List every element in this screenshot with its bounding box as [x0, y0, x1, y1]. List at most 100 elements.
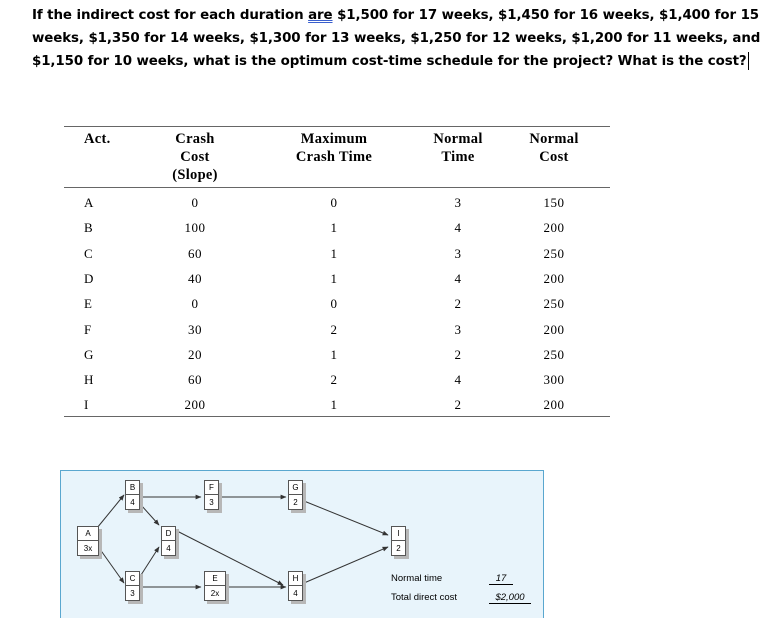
table-cell-normal-cost: 200 — [543, 321, 565, 337]
legend-total-direct-cost: Total direct cost $2,000 — [391, 592, 531, 604]
table-cell-normal-time: 4 — [454, 372, 462, 388]
table-cell-slope: 200 — [184, 397, 206, 413]
table-cell-slope: 100 — [184, 220, 206, 236]
table-cell-act: F — [84, 321, 92, 337]
header-normal-time-line: Normal — [433, 131, 483, 147]
table-cell-normal-time: 4 — [454, 220, 462, 236]
question-part-2: $1,500 for 17 weeks, $1,450 for 16 weeks… — [32, 8, 761, 69]
table-cell-act: G — [84, 346, 94, 362]
legend-total-cost-label: Total direct cost — [391, 592, 457, 603]
table-header-rule — [64, 187, 610, 188]
node-c-duration: 3 — [130, 589, 135, 598]
legend-normal-time: Normal time 17 — [391, 573, 513, 585]
network-arrows — [96, 494, 389, 590]
header-act-line: Act. — [84, 131, 111, 147]
legend-normal-time-value: 17 — [489, 573, 513, 585]
table-cell-normal-time: 2 — [454, 296, 462, 312]
header-max-crash-time: Maximum Crash Time — [296, 130, 372, 166]
node-f-label: F — [205, 481, 218, 495]
question-text: If the indirect cost for each duration a… — [32, 4, 768, 73]
node-h-label: H — [289, 572, 302, 586]
table-cell-max-crash: 2 — [330, 321, 338, 337]
table-cell-slope: 60 — [188, 245, 202, 261]
table-cell-normal-time: 2 — [454, 397, 462, 413]
header-max-crash-line: Crash Time — [295, 149, 373, 165]
table-cell-max-crash: 2 — [330, 372, 338, 388]
arrow-d-h — [176, 530, 284, 586]
node-f-duration: 3 — [209, 498, 214, 507]
header-max-crash-line: Maximum — [300, 131, 368, 147]
node-a-duration: 3x — [83, 544, 93, 553]
table-top-rule — [64, 126, 610, 127]
table-cell-slope: 0 — [191, 296, 199, 312]
table-cell-normal-cost: 250 — [543, 245, 565, 261]
table-cell-normal-cost: 200 — [543, 397, 565, 413]
header-crash-cost: Crash Cost (Slope) — [172, 130, 218, 184]
node-a: A 3x — [77, 526, 102, 559]
table-cell-act: A — [84, 195, 94, 210]
arrow-c-d — [140, 546, 160, 576]
table-cell-normal-cost: 200 — [543, 270, 565, 286]
arrow-g-i — [303, 500, 389, 536]
table-cell-max-crash: 1 — [330, 220, 338, 236]
table-cell-act: C — [84, 245, 94, 261]
table-cell-normal-time: 4 — [454, 270, 462, 286]
legend-total-cost-value: $2,000 — [489, 592, 531, 604]
question-part-1: If the indirect cost for each duration — [32, 8, 309, 23]
activity-table: Act. Crash Cost (Slope) Maximum Crash Ti… — [64, 126, 610, 418]
table-cell-act: D — [84, 270, 94, 286]
node-e-duration: 2x — [210, 589, 220, 598]
table-cell-normal-cost: 300 — [543, 372, 565, 388]
table-cell-slope: 30 — [188, 321, 202, 337]
table-cell-act: H — [84, 372, 94, 388]
node-b-label: B — [126, 481, 139, 495]
header-act: Act. — [84, 130, 111, 148]
node-e-label: E — [205, 572, 225, 586]
header-normal-cost-line: Cost — [539, 149, 569, 165]
table-cell-max-crash: 1 — [330, 245, 338, 261]
table-cell-slope: 0 — [191, 195, 199, 210]
header-normal-time-line: Time — [441, 149, 475, 165]
table-cell-normal-time: 3 — [454, 195, 462, 210]
table-cell-slope: 40 — [188, 270, 202, 286]
header-normal-cost-line: Normal — [529, 131, 579, 147]
table-cell-act: I — [84, 397, 89, 413]
node-g-label: G — [289, 481, 302, 495]
header-normal-cost: Normal Cost — [529, 130, 578, 166]
table-cell-slope: 20 — [188, 346, 202, 362]
table-cell-slope: 60 — [188, 372, 202, 388]
table-cell-act: E — [84, 296, 93, 312]
table-cell-normal-time: 3 — [454, 321, 462, 337]
node-i-duration: 2 — [396, 544, 401, 553]
header-crash-cost-line: Cost — [180, 149, 210, 165]
table-cell-max-crash: 0 — [330, 195, 338, 210]
table-cell-act: B — [84, 220, 94, 236]
table-cell-normal-cost: 250 — [543, 346, 565, 362]
table-cell-normal-cost: 150 — [543, 195, 565, 210]
table-cell-max-crash: 0 — [330, 296, 338, 312]
header-crash-cost-line: Crash — [175, 131, 215, 147]
node-h-duration: 4 — [293, 589, 298, 598]
table-cell-normal-cost: 250 — [543, 296, 565, 312]
header-crash-cost-line: (Slope) — [172, 167, 218, 183]
node-i-label: I — [392, 527, 405, 541]
table-cell-max-crash: 1 — [330, 397, 338, 413]
table-cell-normal-time: 2 — [454, 346, 462, 362]
header-normal-time: Normal Time — [433, 130, 482, 166]
node-d-duration: 4 — [166, 544, 171, 553]
node-b-duration: 4 — [130, 498, 135, 507]
table-bottom-rule — [64, 416, 610, 417]
question-underlined-word: are — [308, 8, 333, 23]
node-a-label: A — [78, 527, 98, 541]
table-cell-max-crash: 1 — [330, 346, 338, 362]
arrow-b-d — [140, 504, 160, 526]
table-cell-max-crash: 1 — [330, 270, 338, 286]
node-d-label: D — [162, 527, 175, 541]
